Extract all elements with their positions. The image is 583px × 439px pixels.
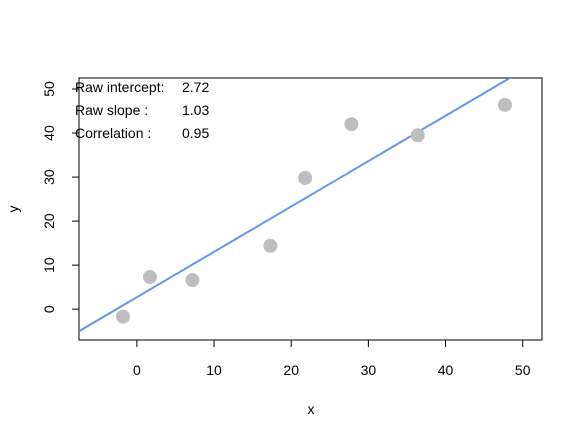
- x-tick-label: 10: [206, 362, 222, 378]
- annotation-label: Correlation :: [75, 125, 151, 141]
- annotation-value: 0.95: [182, 125, 209, 141]
- x-tick-label: 0: [133, 362, 141, 378]
- y-tick-label: 10: [41, 257, 57, 273]
- x-tick-label: 20: [283, 362, 299, 378]
- fit-line: [79, 78, 512, 333]
- data-point: [298, 170, 313, 185]
- data-point: [185, 273, 200, 288]
- data-point: [263, 238, 278, 253]
- data-point: [344, 117, 359, 132]
- y-tick-label: 30: [41, 169, 57, 185]
- plot-frame: [78, 77, 543, 341]
- y-tick-label: 20: [41, 213, 57, 229]
- fit-line-layer: [79, 78, 512, 333]
- annotation-label: Raw intercept:: [75, 79, 164, 95]
- y-tick-label: 0: [41, 305, 57, 313]
- data-point: [142, 270, 157, 285]
- x-tick-label: 50: [515, 362, 531, 378]
- x-tick-label: 30: [361, 362, 377, 378]
- x-axis: 0 10 20 30 40 50: [133, 339, 531, 378]
- annotation-value: 2.72: [182, 79, 209, 95]
- y-axis: 0 10 20 30 40 50: [41, 81, 80, 313]
- y-tick-label: 50: [41, 81, 57, 97]
- x-tick-label: 40: [438, 362, 454, 378]
- x-axis-title: x: [308, 401, 315, 417]
- data-point: [497, 97, 512, 112]
- annotation-value: 1.03: [182, 102, 209, 118]
- y-axis-title: y: [5, 206, 21, 213]
- y-tick-label: 40: [41, 125, 57, 141]
- annotation-label: Raw slope :: [75, 102, 148, 118]
- data-point: [115, 309, 130, 324]
- data-point: [410, 128, 425, 143]
- annotation-box: Raw intercept: 2.72 Raw slope : 1.03 Correla…: [75, 79, 209, 141]
- points-layer: [115, 97, 512, 324]
